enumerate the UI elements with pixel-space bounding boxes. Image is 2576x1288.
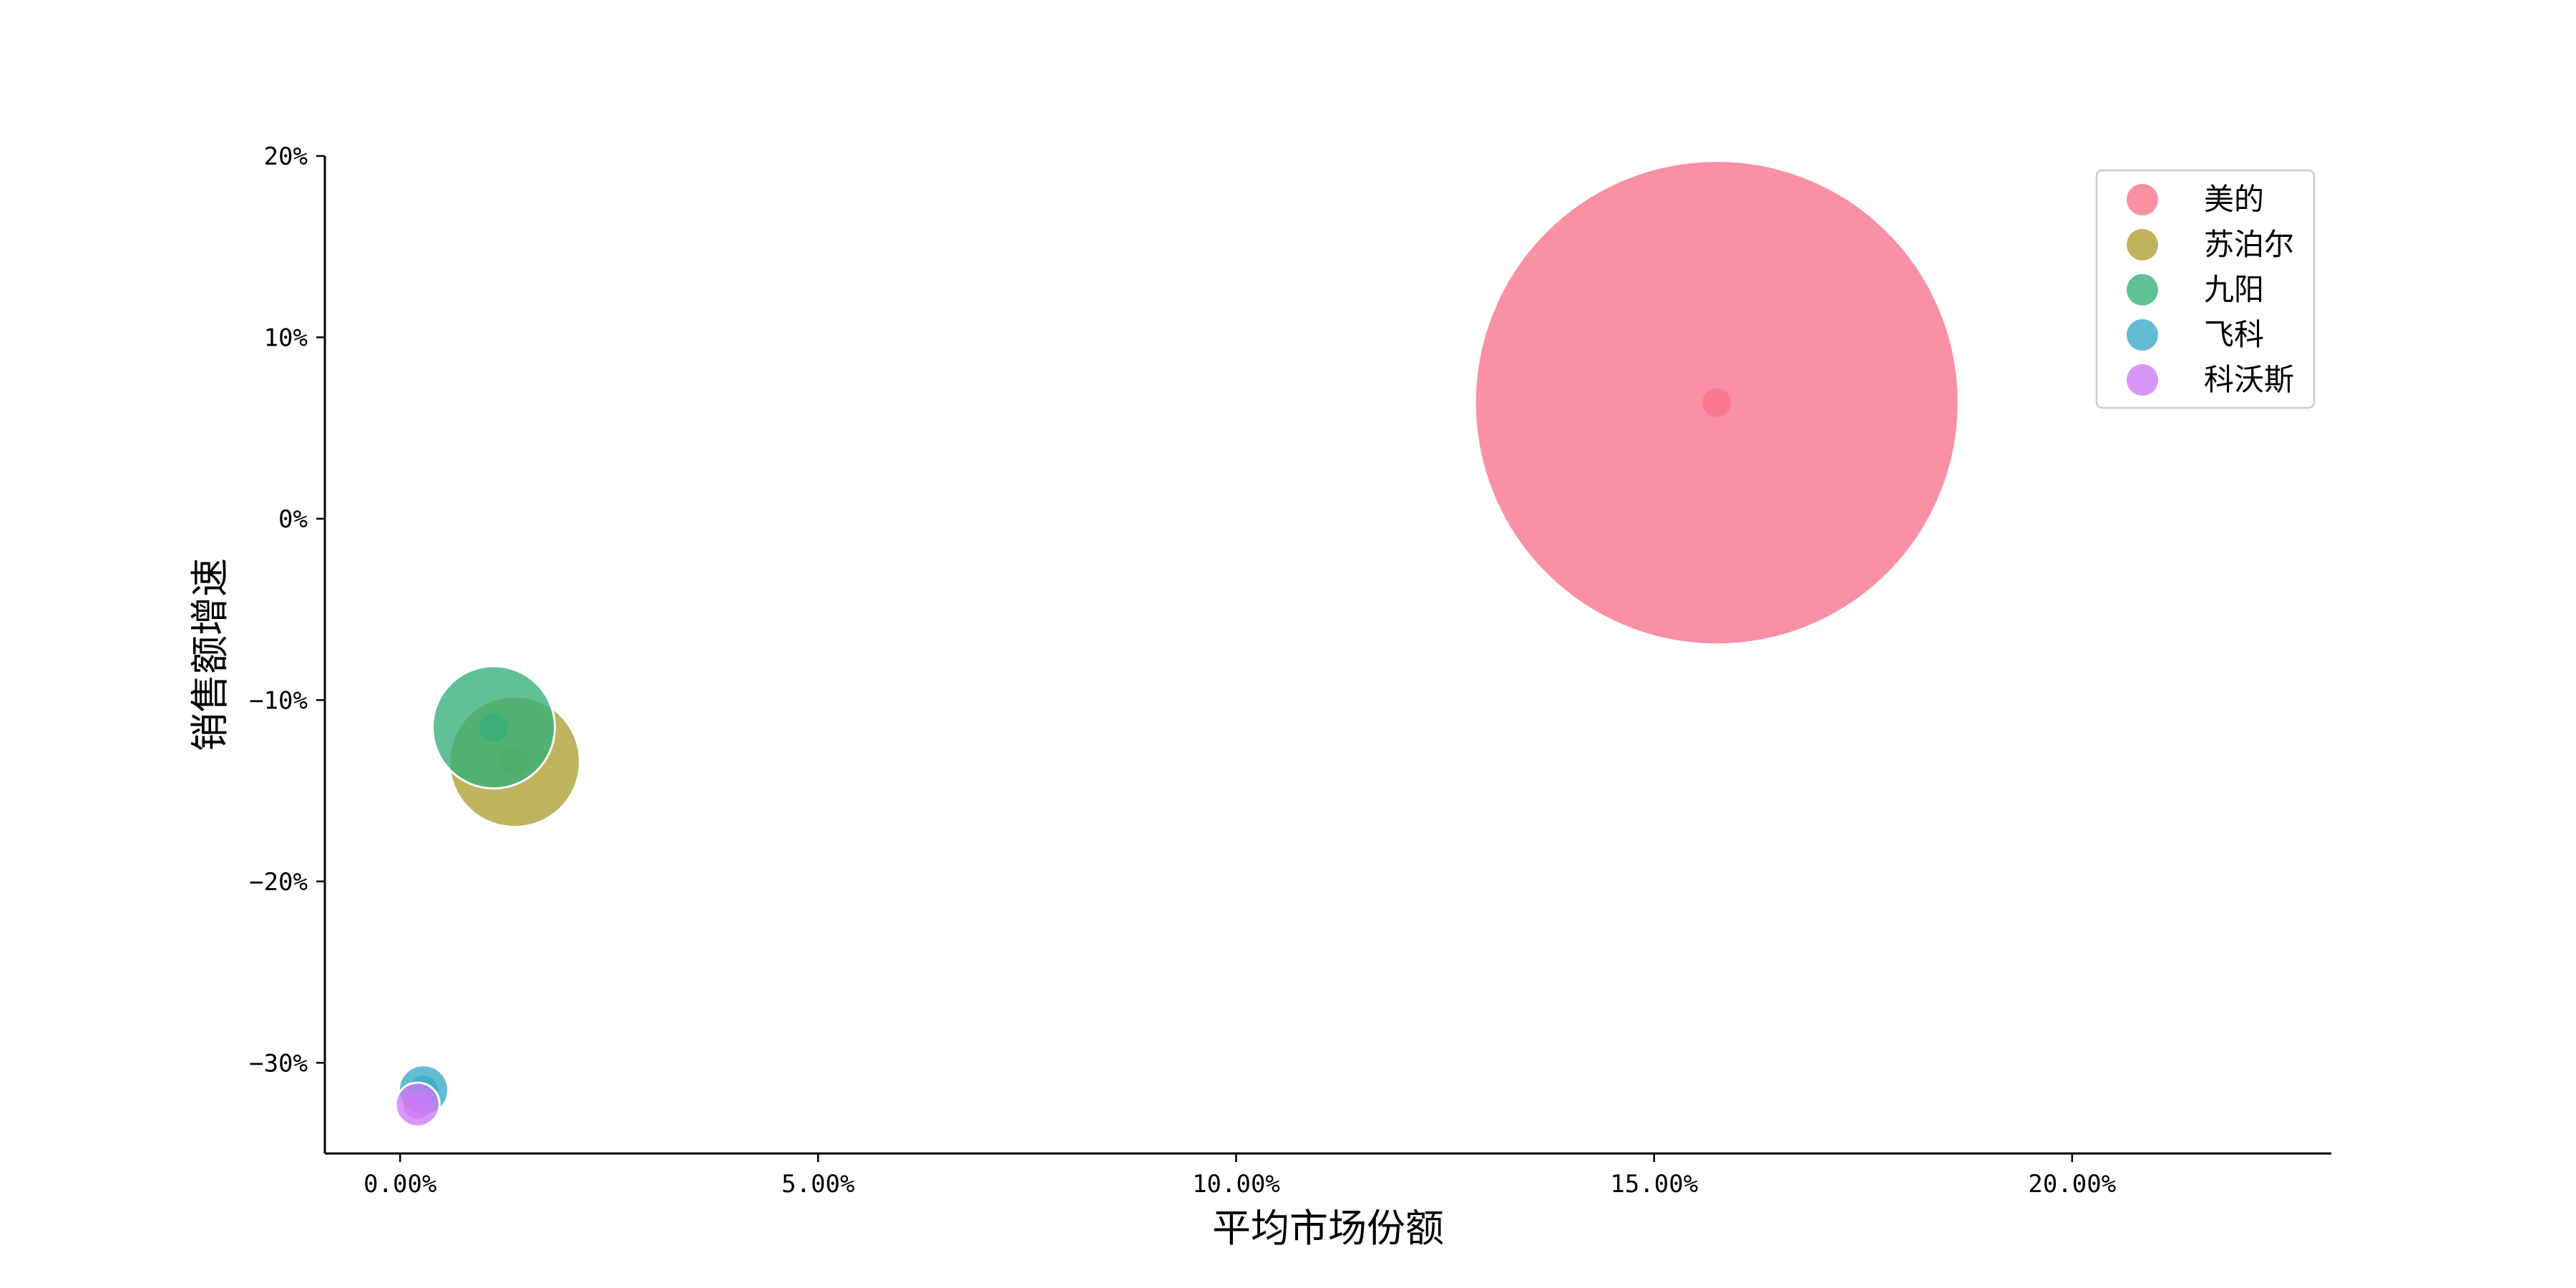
x-axis-title: 平均市场份额 <box>1212 1206 1444 1251</box>
legend-marker-4 <box>2127 364 2158 396</box>
bubbles-layer <box>394 160 1960 1128</box>
bubble-center-2 <box>479 713 509 742</box>
y-ticks: −30% −20% −10% 0% 10% 20% <box>249 142 325 1078</box>
y-tick-label-3: 0% <box>278 505 308 534</box>
legend-box <box>2095 169 2316 409</box>
legend-label-2: 九阳 <box>2204 272 2264 307</box>
y-tick-label-5: 20% <box>264 142 308 171</box>
x-ticks: 0.00% 5.00% 10.00% 15.00% 20.00% <box>364 1153 2116 1199</box>
legend-marker-2 <box>2127 274 2158 306</box>
bubble-center-0 <box>1702 388 1732 417</box>
legend-label-3: 飞科 <box>2204 317 2264 352</box>
legend-marker-3 <box>2127 319 2158 351</box>
y-axis-title: 销售额增速 <box>187 558 233 751</box>
x-tick-label-1: 5.00% <box>781 1170 854 1199</box>
x-tick-label-0: 0.00% <box>364 1170 436 1199</box>
x-tick-label-3: 15.00% <box>1610 1170 1698 1199</box>
y-tick-label-0: −30% <box>249 1049 308 1078</box>
y-tick-label-2: −10% <box>249 686 308 715</box>
y-tick-label-1: −20% <box>249 868 308 897</box>
legend-marker-1 <box>2127 229 2158 260</box>
bubble-center-4 <box>403 1090 432 1119</box>
legend-label-0: 美的 <box>2204 182 2264 217</box>
legend-label-1: 苏泊尔 <box>2204 227 2294 262</box>
y-tick-label-4: 10% <box>264 323 308 352</box>
legend-marker-0 <box>2127 184 2158 215</box>
legend-label-4: 科沃斯 <box>2204 362 2294 397</box>
x-tick-label-2: 10.00% <box>1192 1170 1280 1199</box>
axes: 0.00% 5.00% 10.00% 15.00% 20.00% −30% −20% −10… <box>249 142 2331 1199</box>
x-tick-label-4: 20.00% <box>2028 1170 2116 1199</box>
